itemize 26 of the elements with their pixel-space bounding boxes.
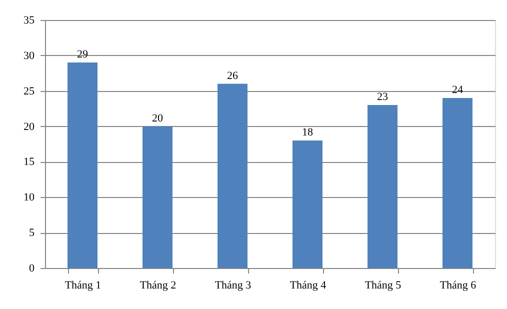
y-tick-label: 30	[24, 50, 35, 62]
x-tick-label: Tháng 4	[290, 280, 327, 292]
bar	[68, 62, 98, 268]
x-tick-label: Tháng 1	[64, 280, 102, 292]
x-tick-label: Tháng 2	[140, 280, 176, 292]
bar	[218, 84, 248, 268]
y-tick-label: 25	[24, 85, 35, 98]
y-tick-label: 5	[29, 227, 35, 240]
y-tick-label: 10	[24, 192, 35, 204]
y-tick-label: 15	[24, 156, 35, 168]
x-tick-label: Tháng 5	[364, 280, 402, 292]
data-label: 20	[152, 112, 164, 124]
y-tick-label: 0	[29, 262, 35, 274]
bar	[292, 140, 322, 268]
data-label: 24	[452, 84, 464, 96]
y-tick-label: 35	[24, 14, 35, 26]
bar	[142, 126, 172, 268]
data-label: 26	[227, 70, 238, 82]
bar	[442, 98, 472, 268]
x-tick-label: Tháng 6	[440, 280, 477, 292]
x-tick-label: Tháng 3	[214, 280, 252, 292]
data-label: 23	[377, 91, 388, 104]
y-tick-label: 20	[24, 120, 35, 133]
data-label: 29	[77, 48, 88, 61]
data-label: 18	[302, 126, 314, 138]
bar	[368, 105, 398, 268]
